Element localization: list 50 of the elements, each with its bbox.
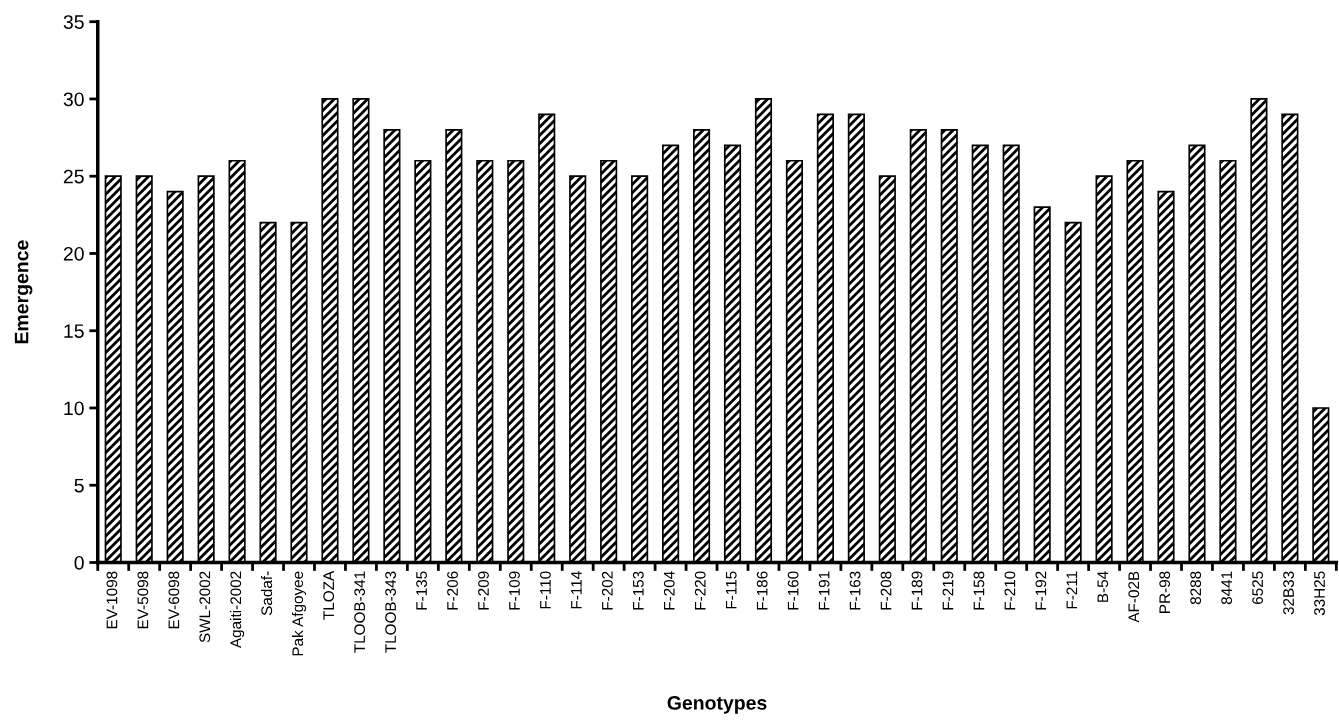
x-tick-label: AF-02B bbox=[1128, 571, 1140, 623]
x-tick-label: F-209 bbox=[478, 571, 489, 610]
y-tick-label: 35 bbox=[63, 15, 84, 29]
x-tick-label: F-208 bbox=[880, 571, 892, 610]
x-tick-label: Agaiti-2002 bbox=[229, 571, 245, 649]
y-tick-label: 0 bbox=[74, 555, 84, 570]
x-tick-label: F-114 bbox=[571, 571, 582, 609]
y-tick-label: 20 bbox=[63, 246, 84, 261]
x-tick-label: EV-5098 bbox=[137, 571, 149, 629]
x-axis-title: Genotypes bbox=[667, 696, 767, 714]
x-tick-label: F-211 bbox=[1066, 571, 1078, 609]
y-tick-label: 5 bbox=[74, 478, 84, 493]
x-tick-label: EV-1098 bbox=[106, 571, 118, 629]
y-tick-label: 30 bbox=[63, 92, 84, 107]
x-tick-label: F-110 bbox=[540, 571, 551, 609]
x-tick-label: F-219 bbox=[942, 571, 954, 610]
x-tick-label: F-163 bbox=[849, 571, 861, 610]
x-tick-label: F-192 bbox=[1035, 571, 1047, 610]
x-tick-label: PR-98 bbox=[1159, 571, 1171, 613]
x-tick-label: F-191 bbox=[818, 571, 830, 610]
x-tick-label: Pak Afgoyee bbox=[291, 571, 307, 656]
x-tick-label: F-109 bbox=[509, 571, 520, 610]
x-tick-label: 33H25 bbox=[1314, 571, 1325, 616]
y-tick-label: 25 bbox=[63, 169, 84, 184]
x-tick-label: B-54 bbox=[1097, 571, 1109, 602]
x-tick-label: TLOZA bbox=[323, 570, 335, 620]
y-axis-title: Emergence bbox=[14, 240, 33, 344]
x-tick-label: F-186 bbox=[756, 571, 768, 610]
y-tick-label: 10 bbox=[64, 401, 84, 416]
x-tick-label: F-210 bbox=[1004, 571, 1016, 610]
x-tick-label: EV-6098 bbox=[168, 571, 180, 629]
x-tick-label: F-153 bbox=[632, 571, 644, 610]
y-tick-label: 15 bbox=[64, 324, 84, 338]
x-tick-label: F-220 bbox=[694, 571, 706, 610]
x-tick-label: 8288 bbox=[1190, 571, 1202, 605]
x-tick-label: Sadaf- bbox=[260, 571, 273, 616]
x-tick-label: F-158 bbox=[973, 571, 985, 610]
x-tick-label: 6525 bbox=[1252, 571, 1264, 605]
x-tick-label: 8441 bbox=[1221, 571, 1233, 605]
x-tick-label: F-115 bbox=[725, 571, 737, 609]
x-tick-label: F-202 bbox=[601, 571, 613, 610]
x-tick-label: SWL-2002 bbox=[199, 571, 211, 643]
x-tick-label: F-189 bbox=[911, 571, 923, 610]
x-tick-label: F-160 bbox=[787, 571, 799, 610]
x-tick-label: TLOOB-341 bbox=[354, 571, 366, 653]
x-tick-label: TLOOB-343 bbox=[385, 571, 397, 653]
x-tick-label: F-206 bbox=[447, 571, 458, 610]
x-tick-label: F-135 bbox=[416, 571, 427, 610]
x-tick-label: F-204 bbox=[663, 571, 675, 610]
x-tick-label: 32B33 bbox=[1283, 571, 1294, 615]
